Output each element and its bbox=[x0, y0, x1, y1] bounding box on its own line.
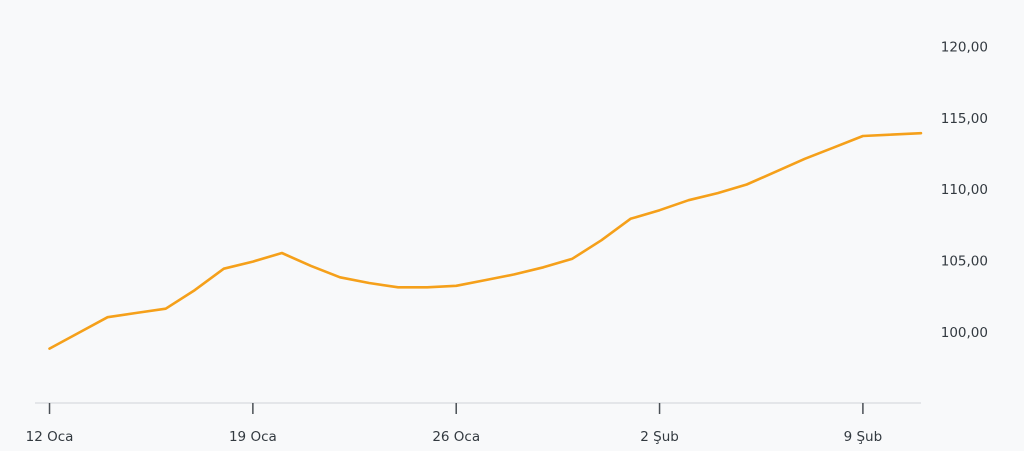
x-axis: 12 Oca 19 Oca 26 Oca 2 Şub 9 Şub bbox=[26, 402, 921, 445]
x-tick-label: 2 Şub bbox=[640, 429, 679, 445]
y-tick-label: 105,00 bbox=[941, 254, 988, 270]
y-axis: 100,00 105,00 110,00 115,00 120,00 bbox=[941, 40, 988, 341]
y-tick-label: 100,00 bbox=[941, 325, 988, 341]
price-series-line bbox=[48, 131, 923, 350]
series-layer bbox=[48, 131, 923, 350]
y-tick-label: 115,00 bbox=[941, 111, 988, 127]
x-tick-label: 9 Şub bbox=[844, 429, 883, 445]
x-tick-label: 19 Oca bbox=[229, 429, 277, 445]
y-tick-label: 110,00 bbox=[941, 182, 988, 198]
x-tick-label: 26 Oca bbox=[432, 429, 480, 445]
x-tick-label: 12 Oca bbox=[26, 429, 74, 445]
y-tick-label: 120,00 bbox=[941, 40, 988, 56]
